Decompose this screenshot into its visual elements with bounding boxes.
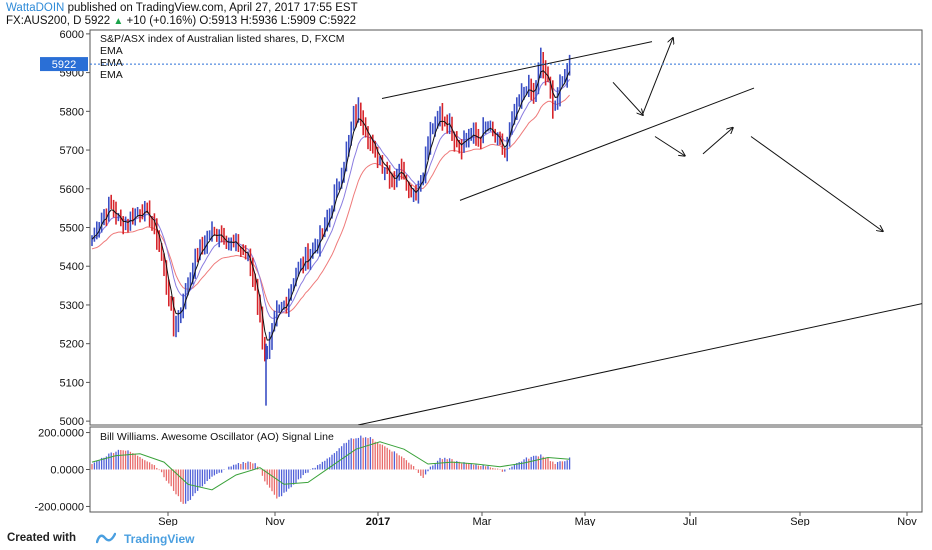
symbol-price: FX:AUS200, D 5922 xyxy=(6,15,111,27)
time-tick-label: Sep xyxy=(158,516,178,526)
last-price-tag xyxy=(40,57,88,72)
price-tick-label: 5000 xyxy=(60,416,84,428)
ema-mid-line xyxy=(91,79,571,319)
up-triangle-icon: ▲ xyxy=(113,16,124,27)
tradingview-brand-link[interactable]: TradingView xyxy=(124,532,195,546)
price-change: +10 (+0.16%) xyxy=(126,15,197,27)
price-tick-label: 5400 xyxy=(60,261,84,273)
price-tick-label: 5300 xyxy=(60,300,84,312)
ao-tick-label: 200.0000 xyxy=(38,428,84,440)
legend-ema-2: EMA xyxy=(100,57,123,69)
legend-ema-1: EMA xyxy=(100,45,123,57)
trend-line[interactable] xyxy=(459,87,755,201)
time-tick-label: Mar xyxy=(473,516,492,526)
price-tick-label: 5500 xyxy=(60,223,84,235)
legend-ema-3: EMA xyxy=(100,69,123,81)
author-link[interactable]: WattaDOIN xyxy=(6,2,65,14)
time-tick-label: May xyxy=(575,516,596,526)
price-tick-label: 5700 xyxy=(60,145,84,157)
trend-line[interactable] xyxy=(381,41,653,100)
price-chart[interactable]: 5000510052005300540055005600570058005900… xyxy=(0,0,932,526)
ohlc-values: O:5913 H:5936 L:5909 C:5922 xyxy=(199,15,357,27)
projection-arrow[interactable] xyxy=(642,38,673,114)
trend-line[interactable] xyxy=(357,239,932,425)
publish-info: WattaDOIN published on TradingView.com, … xyxy=(6,1,358,15)
annotation-group xyxy=(357,38,932,425)
projection-arrow[interactable] xyxy=(612,81,643,115)
price-tick-label: 5800 xyxy=(60,106,84,118)
ema-slow-line xyxy=(91,94,570,314)
publish-text: published on TradingView.com, April 27, … xyxy=(67,2,358,14)
ao-tick-label: -200.0000 xyxy=(34,501,84,513)
main-chart-title: S&P/ASX index of Australian listed share… xyxy=(100,33,345,45)
tradingview-logo-icon xyxy=(96,532,116,544)
price-panel-frame xyxy=(89,29,923,426)
symbol-info: FX:AUS200, D 5922 ▲ +10 (+0.16%) O:5913 … xyxy=(6,14,356,29)
price-tick-label: 5600 xyxy=(60,184,84,196)
footer: Created with TradingView xyxy=(0,526,932,550)
price-tick-label: 6000 xyxy=(60,29,84,41)
price-tick-label: 5200 xyxy=(60,339,84,351)
time-tick-label: Nov xyxy=(897,516,917,526)
ao-signal-line xyxy=(91,441,570,491)
ema-fast-line xyxy=(91,70,571,341)
last-price-label: 5922 xyxy=(52,59,76,71)
oscillator-title: Bill Williams. Awesome Oscillator (AO) S… xyxy=(100,431,334,443)
projection-arrow[interactable] xyxy=(654,136,685,155)
ao-tick-label: 0.0000 xyxy=(50,465,84,477)
time-tick-label: Nov xyxy=(265,516,285,526)
time-tick-label: Sep xyxy=(790,516,810,526)
time-tick-label: 2017 xyxy=(366,516,390,526)
projection-arrow[interactable] xyxy=(750,136,883,231)
chart-header: WattaDOIN published on TradingView.com, … xyxy=(0,0,932,30)
created-with-label: Created with xyxy=(7,532,77,544)
time-tick-label: Jul xyxy=(683,516,697,526)
projection-arrow[interactable] xyxy=(702,128,733,155)
price-tick-label: 5100 xyxy=(60,377,84,389)
